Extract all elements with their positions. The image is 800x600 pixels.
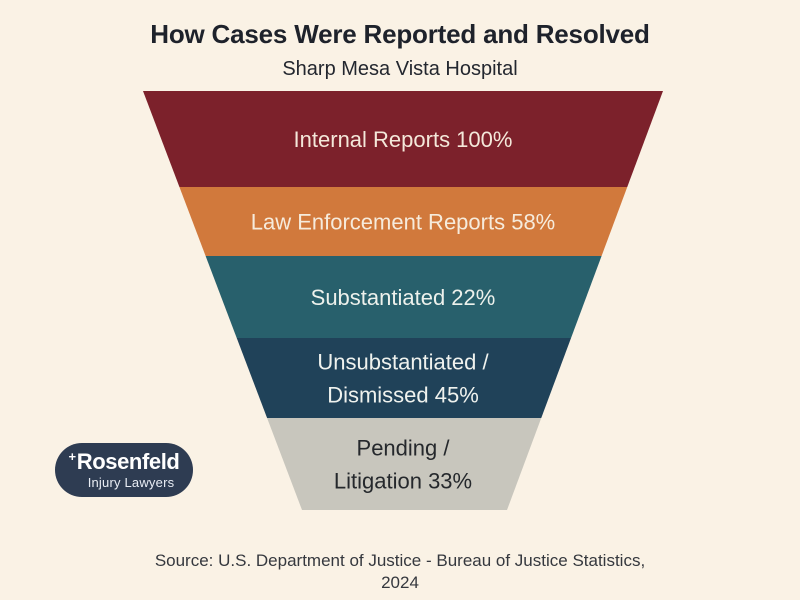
page-subtitle: Sharp Mesa Vista Hospital xyxy=(282,58,518,80)
funnel-segment-label-substantiated: Substantiated 22% xyxy=(311,285,496,310)
funnel-segment-substantiated xyxy=(205,256,602,338)
rosenfeld-logo: + Rosenfeld Injury Lawyers xyxy=(55,443,193,497)
source-line-2: 2024 xyxy=(381,573,419,593)
funnel-segment-pending-litigation xyxy=(267,418,542,510)
source-line-1: Source: U.S. Department of Justice - Bur… xyxy=(154,551,646,570)
funnel-segment-label-internal-reports: Internal Reports 100% xyxy=(294,127,513,152)
source-citation: Source: U.S. Department of Justice - Bur… xyxy=(0,550,800,594)
funnel-segment-label-law-enforcement-reports: Law Enforcement Reports 58% xyxy=(251,210,556,235)
page-title: How Cases Were Reported and Resolved xyxy=(150,19,650,49)
logo-name-text: Rosenfeld xyxy=(76,449,180,474)
plus-icon: + xyxy=(68,449,77,464)
funnel-segment-law-enforcement-reports xyxy=(179,187,628,256)
funnel-segment-internal-reports xyxy=(143,91,663,187)
funnel-segment-label-pending-litigation: Pending / Litigation 33% xyxy=(334,436,472,494)
logo-name: + Rosenfeld xyxy=(68,449,180,474)
funnel-segment-label-unsubstantiated-dismissed: Unsubstantiated / Dismissed 45% xyxy=(317,350,489,408)
logo-tagline: Injury Lawyers xyxy=(87,475,175,490)
funnel-segment-unsubstantiated-dismissed xyxy=(236,338,572,418)
